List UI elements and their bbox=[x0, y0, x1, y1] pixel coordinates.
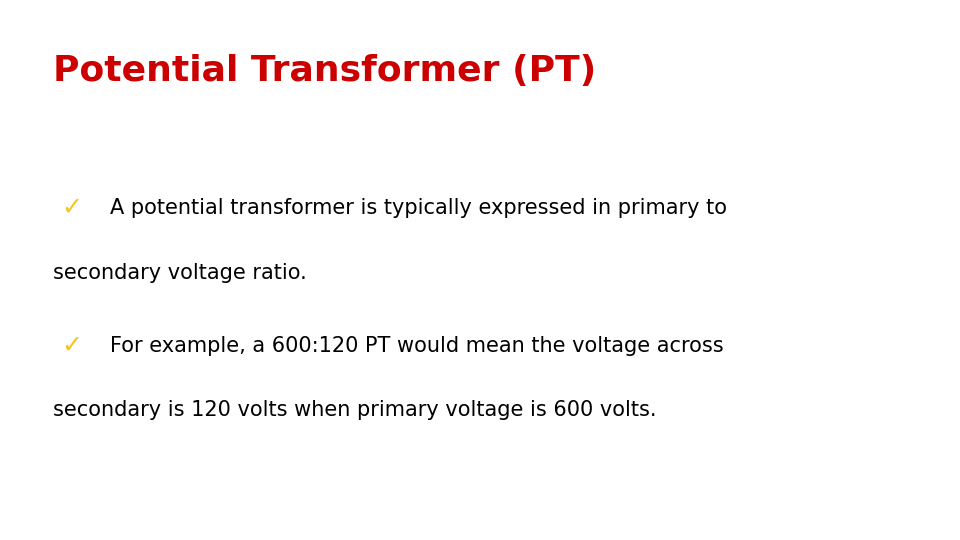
Text: A potential transformer is typically expressed in primary to: A potential transformer is typically exp… bbox=[110, 198, 728, 218]
Text: secondary voltage ratio.: secondary voltage ratio. bbox=[53, 262, 306, 283]
Text: secondary is 120 volts when primary voltage is 600 volts.: secondary is 120 volts when primary volt… bbox=[53, 400, 657, 421]
Text: ✓: ✓ bbox=[61, 196, 83, 220]
Text: ✓: ✓ bbox=[61, 334, 83, 357]
Text: For example, a 600:120 PT would mean the voltage across: For example, a 600:120 PT would mean the… bbox=[110, 335, 724, 356]
Text: Potential Transformer (PT): Potential Transformer (PT) bbox=[53, 54, 596, 88]
